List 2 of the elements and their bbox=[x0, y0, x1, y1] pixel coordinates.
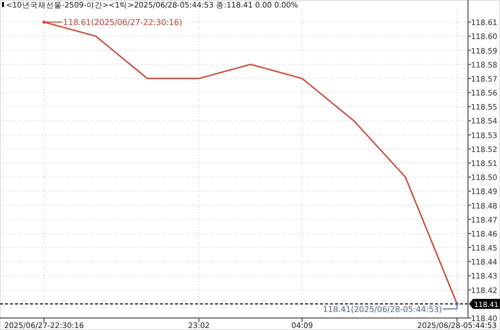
annotation: 118.61(2025/06/27-22:30:16) bbox=[42, 18, 182, 28]
annotation: 118.41(2025/06/28-05:44:53) bbox=[322, 304, 442, 314]
